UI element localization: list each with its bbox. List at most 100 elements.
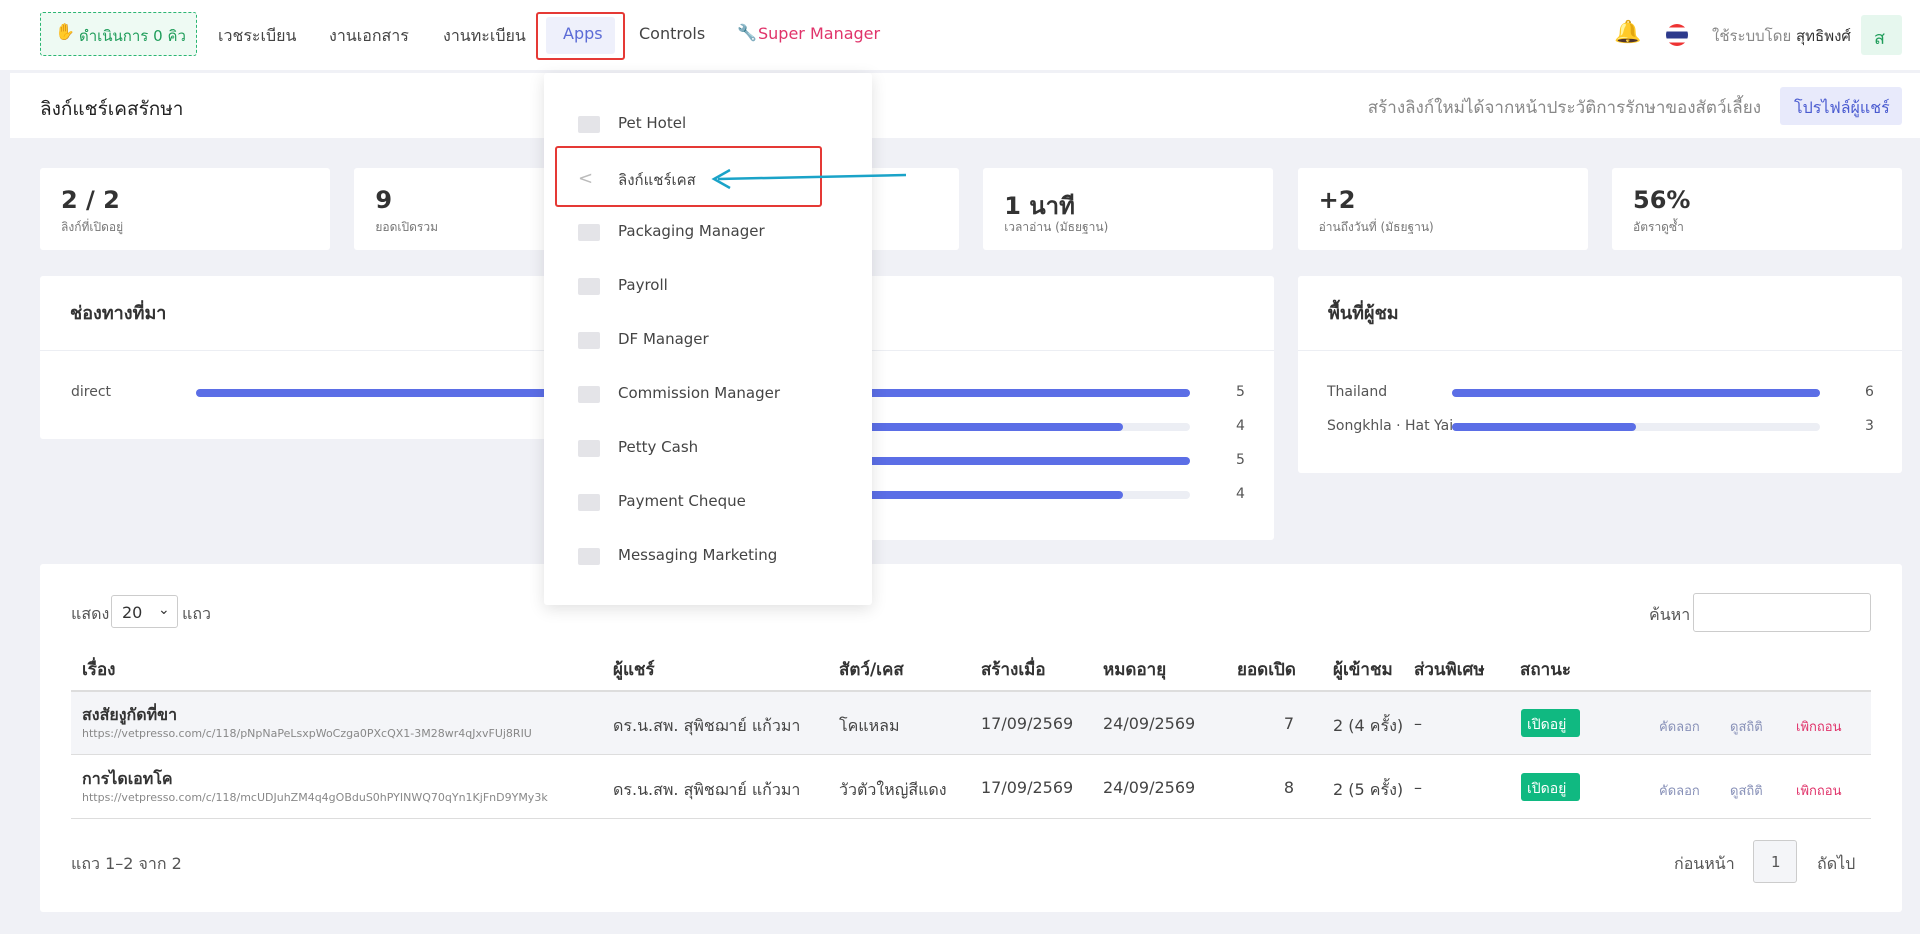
app-icon (578, 332, 600, 349)
rows-label: แถว (182, 604, 211, 623)
case-title: สงสัยงูกัดที่ขา (82, 705, 178, 724)
stat-card (1612, 168, 1902, 250)
cell-extra: – (1414, 778, 1422, 797)
status-badge: เปิดอยู่ (1521, 773, 1580, 801)
wrench-icon: 🔧 (737, 23, 757, 42)
app-icon (578, 386, 600, 403)
row-value: 4 (1236, 486, 1245, 502)
bar (857, 457, 1190, 465)
row-label: direct (71, 384, 112, 400)
app-item[interactable]: Petty Cash (618, 438, 699, 456)
panel-divider (40, 350, 645, 351)
app-item[interactable]: Messaging Marketing (618, 546, 778, 564)
bar (1452, 423, 1636, 431)
column-header: สร้างเมื่อ (981, 660, 1046, 680)
bar-track (1452, 423, 1820, 431)
cell-extra: – (1414, 714, 1422, 733)
highlight-box (536, 12, 625, 60)
status-text: เปิดอยู่ (1527, 781, 1567, 797)
row-action[interactable]: ดูสถิติ (1730, 720, 1763, 735)
column-header: ยอดเปิด (1237, 660, 1296, 680)
stat-label: อ่านถึงวันที่ (มัธยฐาน) (1318, 220, 1434, 234)
page-header (10, 73, 1920, 138)
queue-icon: ✋ (55, 22, 75, 41)
row-action[interactable]: คัดลอก (1659, 784, 1700, 799)
bar (1452, 389, 1820, 397)
user-name: สุทธิพงศ์ (1796, 27, 1851, 45)
nav-item[interactable]: Super Manager (758, 24, 881, 43)
nav-item[interactable]: Controls (639, 24, 706, 43)
cell-created: 17/09/2569 (981, 714, 1074, 733)
show-label: แสดง (71, 604, 110, 623)
apps-dropdown: Pet Hotel < ลิงก์แชร์เคส Packaging Manager P… (544, 73, 872, 605)
stat-value: 9 (375, 186, 393, 214)
bar (857, 491, 1124, 499)
app-icon (578, 116, 600, 133)
row-action[interactable]: เพิกถอน (1796, 784, 1842, 799)
column-header: สัตว์/เคส (839, 660, 904, 680)
app-icon (578, 548, 600, 565)
stat-label: อัตราดูซ้ำ (1633, 220, 1684, 234)
bar (857, 423, 1124, 431)
cell-sharer: ดร.น.สพ. สุพิชฌาย์ แก้วมา (613, 716, 801, 735)
app-icon (578, 494, 600, 511)
next-page[interactable]: ถัดไป (1817, 854, 1856, 873)
page-number[interactable]: 1 (1753, 840, 1797, 883)
case-url[interactable]: https://vetpresso.com/c/118/mcUDJuhZM4q4… (82, 791, 548, 804)
row-label: Thailand (1327, 384, 1388, 400)
app-item[interactable]: Payment Cheque (618, 492, 746, 510)
stat-label: ยอดเปิดรวม (375, 220, 439, 234)
search-label: ค้นหา (1649, 605, 1691, 624)
row-action[interactable]: คัดลอก (1659, 720, 1700, 735)
avatar: ส (1861, 15, 1902, 55)
app-icon (578, 278, 600, 295)
row-value: 4 (1236, 418, 1245, 434)
nav-item[interactable]: Apps (563, 24, 603, 43)
app-item[interactable]: Pet Hotel (618, 114, 687, 132)
annotation-arrow (711, 168, 907, 190)
column-header: ผู้แชร์ (613, 660, 655, 680)
nav-item[interactable]: งานเอกสาร (329, 26, 409, 45)
app-item[interactable]: ลิงก์แชร์เคส (618, 171, 696, 189)
cell-opens: 7 (1283, 714, 1294, 733)
panel-divider (1298, 350, 1902, 351)
stat-value: 1 นาที (1004, 192, 1075, 220)
column-header: ผู้เข้าชม (1333, 660, 1393, 680)
app-icon (578, 224, 600, 241)
stat-label: เวลาอ่าน (มัธยฐาน) (1004, 220, 1109, 234)
row-action[interactable]: เพิกถอน (1796, 720, 1842, 735)
cell-opens: 8 (1283, 778, 1294, 797)
row-value: 5 (1236, 452, 1245, 468)
app-item[interactable]: Packaging Manager (618, 222, 765, 240)
bell-icon[interactable]: 🔔 (1614, 20, 1642, 45)
panel-title: พื้นที่ผู้ชม (1328, 303, 1399, 324)
app-icon: < (578, 168, 600, 189)
prev-page[interactable]: ก่อนหน้า (1674, 854, 1735, 873)
row-action[interactable]: ดูสถิติ (1730, 784, 1763, 799)
cell-visitors: 2 (5 ครั้ง) (1333, 780, 1404, 799)
app-item[interactable]: DF Manager (618, 330, 709, 348)
panel (1298, 276, 1902, 473)
app-item[interactable]: Commission Manager (618, 384, 781, 402)
page-size-select[interactable]: 20 ⌄ (111, 595, 178, 628)
app-item[interactable]: Payroll (618, 276, 668, 294)
apps-active-bg (546, 17, 615, 54)
row-value: 5 (1236, 384, 1245, 400)
table-summary: แถว 1–2 จาก 2 (71, 854, 182, 873)
row-label: Songkhla · Hat Yai (1327, 418, 1454, 434)
case-url[interactable]: https://vetpresso.com/c/118/pNpNaPeLsxpW… (82, 727, 532, 740)
stat-card (983, 168, 1274, 250)
column-header: ส่วนพิเศษ (1414, 660, 1485, 680)
search-input[interactable] (1693, 593, 1871, 632)
queue-button[interactable]: ✋ ดำเนินการ 0 คิว (40, 12, 197, 56)
header-line (71, 690, 1871, 692)
queue-text: ดำเนินการ 0 คิว (79, 27, 186, 45)
stat-value: +2 (1318, 186, 1356, 214)
nav-item[interactable]: เวชระเบียน (218, 26, 297, 45)
cell-sharer: ดร.น.สพ. สุพิชฌาย์ แก้วมา (613, 780, 801, 799)
app-icon (578, 440, 600, 457)
column-header: เรื่อง (82, 660, 116, 680)
profile-button[interactable]: โปรไฟล์ผู้แชร์ (1780, 87, 1902, 125)
nav-item[interactable]: งานทะเบียน (443, 26, 526, 45)
